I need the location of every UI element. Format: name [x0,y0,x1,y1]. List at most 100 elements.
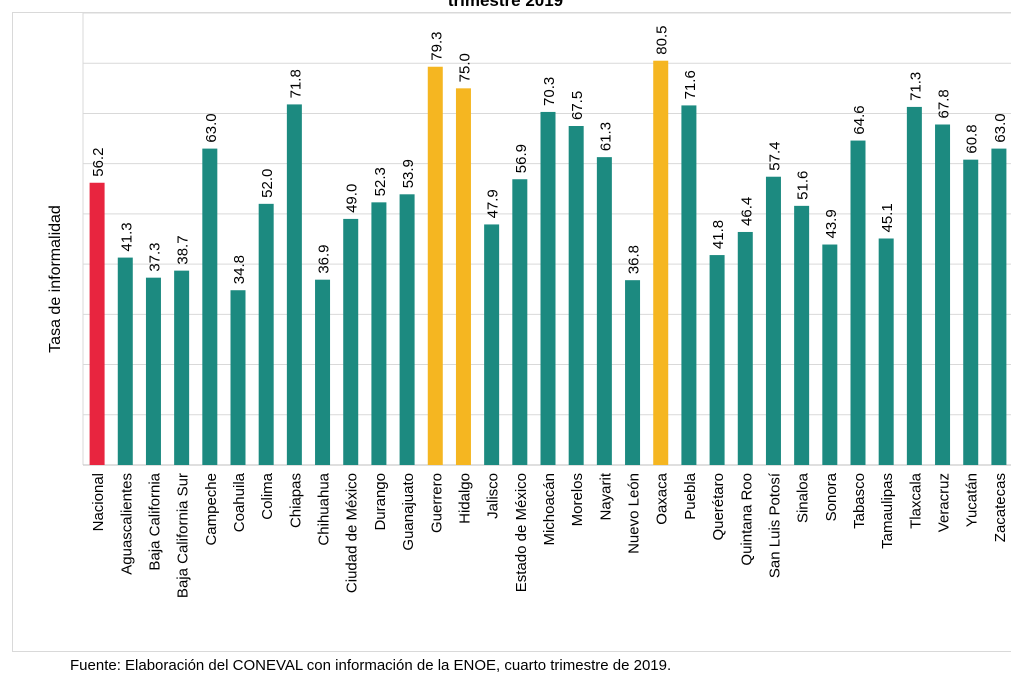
x-tick-label: Tabasco [851,473,868,529]
data-label: 61.3 [597,122,614,151]
bar [935,124,951,465]
data-label: 46.4 [738,197,755,226]
bar [484,224,500,465]
data-label: 52.3 [372,167,389,196]
data-label: 63.0 [203,113,220,142]
x-tick-label: Hidalgo [456,473,473,524]
bar [399,194,415,465]
data-label: 71.6 [682,70,699,99]
data-label: 41.3 [118,222,135,251]
bar [455,88,471,465]
bar [878,238,894,465]
bar [117,257,133,465]
bar [89,182,105,466]
bar [230,290,246,465]
x-tick-label: Guanajuato [400,473,417,551]
data-label: 51.6 [795,171,812,200]
x-tick-label: Sinaloa [795,472,812,523]
x-tick-label: Nacional [90,473,107,531]
x-tick-label: Yucatán [964,473,981,527]
bar [596,157,612,466]
bar [681,105,697,466]
x-tick-label: Campeche [203,473,220,546]
data-label: 80.5 [654,26,671,55]
data-label: 36.8 [626,245,643,274]
x-tick-label: Chihuahua [316,472,333,545]
data-label: 37.3 [146,242,163,271]
data-label: 56.9 [513,144,530,173]
x-tick-label: Colima [259,472,276,519]
bar [343,218,359,465]
x-tick-label: San Luis Potosí [766,472,783,578]
data-label: 71.3 [907,72,924,101]
data-label: 71.8 [287,69,304,98]
data-label: 38.7 [175,235,192,264]
x-tick-label: Jalisco [485,473,502,519]
x-tick-label: Nayarit [597,472,614,520]
x-tick-label: Oaxaca [654,472,671,524]
data-label: 41.8 [710,220,727,249]
x-tick-label: Tlaxcala [907,472,924,529]
x-tick-label: Guerrero [428,473,445,533]
data-label: 34.8 [231,255,248,284]
x-tick-label: Tamaulipas [879,473,896,549]
data-label: 57.4 [766,142,783,171]
data-label: 67.8 [936,89,953,118]
x-tick-label: Querétaro [710,473,727,541]
data-label: 60.8 [964,124,981,153]
chart-title: trimestre 2019 [447,0,564,10]
bar [794,205,810,465]
data-label: 67.5 [569,91,586,120]
data-label: 56.2 [90,148,107,177]
bar [568,126,584,465]
bar [653,60,669,465]
data-label: 43.9 [823,209,840,238]
bar [258,203,274,465]
data-label: 63.0 [992,113,1009,142]
bar-chart: Tasa de informalidad 56.2 Nacional 41.3 Agua… [47,13,1011,598]
x-tick-label: Zacatecas [992,473,1009,542]
x-tick-label: Michoacán [541,473,558,546]
bar [315,279,331,465]
data-label: 64.6 [851,105,868,134]
data-label: 36.9 [316,244,333,273]
bar [963,159,979,465]
bar [174,270,190,465]
bar [850,140,866,465]
data-label: 45.1 [879,203,896,232]
x-tick-label: Quintana Roo [738,473,755,566]
bar [737,231,753,465]
data-label: 53.9 [400,159,417,188]
data-label: 70.3 [541,77,558,106]
bar [286,104,302,465]
x-tick-label: Chiapas [287,473,304,528]
data-label: 49.0 [344,184,361,213]
bar [371,202,387,466]
x-tick-label: Sonora [823,472,840,521]
bar [906,106,922,465]
chart-frame: Tasa de informalidad 56.2 Nacional 41.3 Agua… [12,12,1011,652]
x-tick-label: Aguascalientes [118,473,135,575]
x-tick-label: Puebla [682,472,699,519]
bar [540,111,556,465]
x-tick-label: Baja California Sur [175,473,192,598]
data-label: 47.9 [485,189,502,218]
bar [202,148,218,465]
bar [991,148,1007,465]
x-tick-label: Morelos [569,473,586,526]
x-tick-label: Coahuila [231,472,248,532]
x-tick-label: Durango [372,473,389,531]
x-tick-label: Veracruz [936,473,953,532]
x-tick-label: Estado de México [513,473,530,592]
data-label: 79.3 [428,32,445,61]
bar [145,277,161,465]
data-label: 75.0 [456,53,473,82]
bar [822,244,838,465]
x-tick-label: Nuevo León [626,473,643,554]
bar [765,176,781,466]
bar [625,280,641,465]
x-tick-label: Baja California [146,472,163,570]
data-label: 52.0 [259,169,276,198]
bar [512,179,528,466]
bar [709,255,725,465]
